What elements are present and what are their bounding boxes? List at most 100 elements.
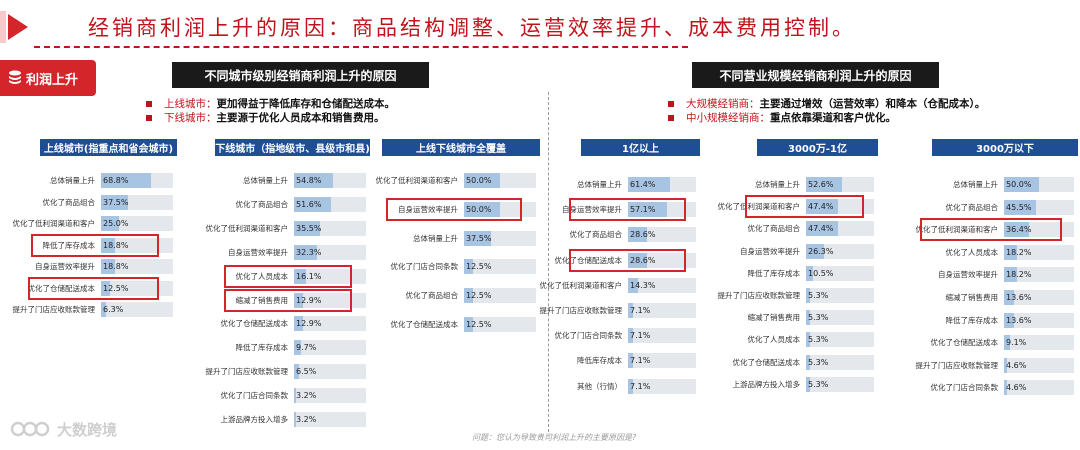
bar-track: 18.8% <box>101 237 173 253</box>
bar-value-label: 9.7% <box>296 343 317 353</box>
bar-category-label: 提升了门店应收账款管理 <box>717 291 801 300</box>
bar <box>1004 177 1039 192</box>
bar-track: 28.6% <box>628 252 696 268</box>
bar-row: 优化了低利润渠道和客户 47.4% <box>718 195 878 219</box>
bar-category-label: 优化了仓储配送成本 <box>390 320 459 329</box>
right-notes: 大规模经销商： 主要通过增效（运营效率）和降本（仓配成本）。 中小规模经销商： 重点… <box>668 97 985 125</box>
bar-row: 提升了门店应收账款管理 6.3% <box>13 302 177 317</box>
bar <box>294 196 332 212</box>
bar-value-label: 12.9% <box>296 319 322 329</box>
highlight-box <box>224 288 352 312</box>
bar-row: 总体销量上升 37.5% <box>382 230 540 246</box>
bar <box>294 244 318 260</box>
bar-row: 总体销量上升 68.8% <box>40 173 177 188</box>
bar-track: 12.5% <box>464 288 536 304</box>
bar-category-label: 自身运营效率提升 <box>398 204 458 214</box>
bar-track: 68.8% <box>101 173 173 188</box>
bar <box>806 288 810 303</box>
bullet-icon <box>146 101 152 107</box>
bar-value-label: 37.5% <box>466 233 492 243</box>
coins-icon <box>9 70 21 84</box>
bar-track: 37.5% <box>101 194 173 210</box>
bar-track: 12.5% <box>101 280 173 296</box>
bar-value-label: 45.5% <box>1006 202 1032 212</box>
bar-row: 降低了库存成本 13.6% <box>932 312 1078 328</box>
right-section-header: 不同营业规模经销商利润上升的原因 <box>692 62 939 88</box>
bar-value-label: 7.1% <box>630 381 651 391</box>
bar-category-label: 优化了低利润渠道和客户 <box>539 280 623 290</box>
bar <box>464 201 500 217</box>
bar-row: 降低了库存成本 9.7% <box>215 340 370 356</box>
bar-track: 3.2% <box>294 412 366 427</box>
note-row: 大规模经销商： 主要通过增效（运营效率）和降本（仓配成本）。 <box>668 97 985 111</box>
bar-category-label: 总体销量上升 <box>953 180 998 189</box>
bar-value-label: 52.6% <box>808 180 834 189</box>
bar-track: 9.7% <box>294 340 366 356</box>
bar-row: 优化了低利润渠道和客户 50.0% <box>376 173 540 188</box>
bar-track: 5.3% <box>806 288 874 303</box>
bar-value-label: 12.5% <box>466 320 492 329</box>
bar-category-label: 优化了门店合同条款 <box>390 262 459 272</box>
bar <box>294 364 299 380</box>
bar-category-label: 自身运营效率提升 <box>938 270 998 280</box>
bar-track: 51.6% <box>294 196 366 212</box>
bar-value-label: 5.3% <box>808 379 829 389</box>
bar-track: 16.1% <box>294 268 366 284</box>
bar-track: 5.3% <box>806 354 874 370</box>
bar-track: 4.6% <box>1004 380 1074 396</box>
bar-category-label: 优化了门店合同条款 <box>220 391 289 401</box>
bar <box>628 252 648 268</box>
highlight-box <box>569 248 686 272</box>
bar-value-label: 5.3% <box>808 291 829 300</box>
bar-track: 54.8% <box>294 173 366 188</box>
title-arrow-icon <box>8 14 28 40</box>
bar-category-label: 优化了商品组合 <box>945 202 999 212</box>
note-text: 主要源于优化人员成本和销售费用。 <box>216 112 385 124</box>
bar <box>294 388 297 404</box>
bar-row: 优化了仓储配送成本 12.9% <box>215 316 370 332</box>
bar <box>464 259 473 275</box>
note-label: 下线城市： <box>164 112 217 124</box>
bar-category-label: 降低了库存成本 <box>235 343 289 353</box>
bar-category-label: 优化了仓储配送成本 <box>27 283 96 293</box>
bar-row: 上游品牌方投入增多 5.3% <box>733 376 878 392</box>
bar-value-label: 7.1% <box>630 356 651 366</box>
bar-category-label: 降低了库存成本 <box>945 315 999 325</box>
bar-value-label: 51.6% <box>296 199 322 209</box>
bar-track: 6.3% <box>101 302 173 317</box>
note-label: 大规模经销商： <box>686 98 760 110</box>
bar-track: 5.3% <box>806 310 874 326</box>
bar-value-label: 35.5% <box>296 223 322 233</box>
bar <box>464 288 473 304</box>
bar-value-label: 9.1% <box>1006 338 1027 348</box>
bar-row: 提升了门店应收账款管理 4.6% <box>916 357 1078 373</box>
bar-row: 优化了人员成本 16.1% <box>215 264 370 288</box>
bar <box>806 199 839 215</box>
bar <box>628 303 633 318</box>
section-badge: 利润上升 <box>0 60 96 96</box>
bar-category-label: 自身运营效率提升 <box>228 247 288 257</box>
bar-category-label: 优化了低利润渠道和客户 <box>205 223 289 233</box>
bar-chart-panel: 3000万-1亿 总体销量上升 52.6% 优化了低利润渠道和客户 47.4% 优化了商品… <box>718 139 878 399</box>
bar <box>1004 312 1014 328</box>
bar-track: 3.2% <box>294 388 366 404</box>
bar-value-label: 18.8% <box>103 240 129 250</box>
note-row: 上线城市： 更加得益于降低库存和仓储配送成本。 <box>146 97 395 111</box>
bar-row: 自身运营效率提升 50.0% <box>382 197 540 221</box>
bar-track: 18.2% <box>1004 267 1074 283</box>
bar-track: 4.6% <box>1004 357 1074 373</box>
bar-row: 其他（行情） 7.1% <box>577 378 700 394</box>
bar <box>294 173 334 188</box>
bar-chart-panel: 下线城市（指地级市、县级市和县) 总体销量上升 54.8% 优化了商品组合 51.6% 优… <box>206 139 370 436</box>
bar-track: 7.1% <box>628 378 696 394</box>
bar-track: 50.0% <box>464 173 536 188</box>
bar-category-label: 自身运营效率提升 <box>35 262 95 271</box>
bar-category-label: 优化了仓储配送成本 <box>220 319 289 329</box>
bar-track: 61.4% <box>628 177 696 192</box>
bar-category-label: 提升了门店应收账款管理 <box>205 367 289 377</box>
survey-question: 问题：您认为导致贵司利润上升的主要原因是? <box>472 433 637 442</box>
bar <box>101 237 115 253</box>
bar-category-label: 优化了门店合同条款 <box>554 331 623 341</box>
bar-value-label: 50.0% <box>466 176 492 185</box>
bar <box>806 376 810 392</box>
